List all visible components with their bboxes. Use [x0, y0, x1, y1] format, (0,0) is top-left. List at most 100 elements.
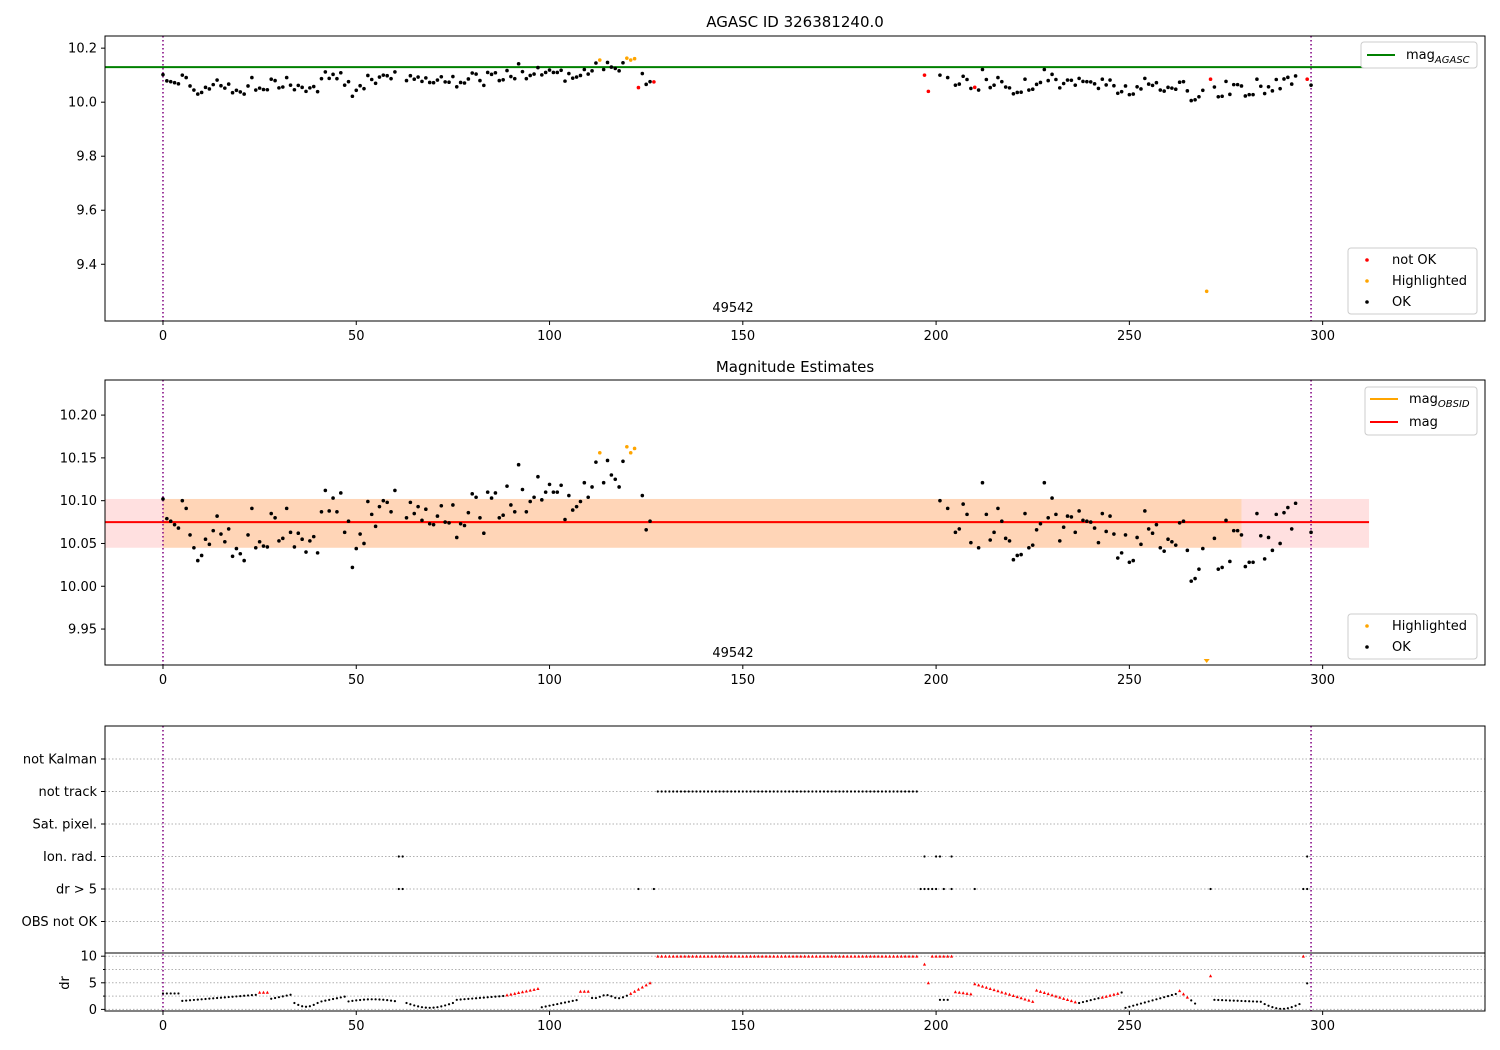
- off-scale-marker: [1203, 659, 1210, 663]
- legend-ok-label: OK: [1392, 295, 1411, 310]
- ok-point: [1197, 94, 1201, 99]
- ok-point: [1239, 84, 1244, 88]
- dr-point: [293, 1001, 296, 1005]
- ok-point: [1073, 530, 1078, 535]
- dr-point: [1298, 1002, 1301, 1006]
- dr-point-high: [934, 954, 938, 958]
- ok-point: [176, 526, 181, 530]
- dr-point: [320, 1000, 323, 1003]
- ok-point: [1131, 92, 1136, 96]
- ok-point: [1251, 92, 1255, 97]
- ok-point: [1061, 81, 1066, 86]
- ok-point: [520, 69, 525, 74]
- dr-point: [451, 1001, 454, 1005]
- dr-point: [223, 996, 226, 999]
- ok-point: [172, 522, 177, 527]
- dr-point: [625, 994, 628, 997]
- dr-point: [196, 998, 199, 1001]
- ok-point: [489, 496, 494, 500]
- dr-point: [161, 992, 165, 995]
- dr-point: [250, 994, 253, 997]
- flag-point: [834, 790, 837, 793]
- dr-point-high: [861, 954, 865, 958]
- ok-point: [617, 69, 621, 73]
- flag-point: [776, 790, 779, 793]
- dr-point: [602, 994, 605, 997]
- flag-point: [1302, 887, 1305, 891]
- flag-point: [788, 790, 791, 793]
- dr-point-high: [880, 954, 884, 958]
- dr-point-high: [582, 989, 586, 993]
- dr-point-high: [1181, 992, 1186, 996]
- dr-point-high: [528, 988, 532, 992]
- dr-point-high: [837, 954, 842, 958]
- ok-point: [1266, 84, 1271, 89]
- dr-point: [177, 992, 180, 995]
- ok-point: [277, 86, 281, 90]
- dr-point-high: [853, 954, 857, 958]
- dr-point: [1259, 1000, 1262, 1003]
- ok-point: [188, 533, 192, 537]
- flag-point: [819, 790, 822, 793]
- dr-point: [447, 1003, 451, 1006]
- flag-point: [753, 790, 756, 793]
- ok-point: [1231, 82, 1236, 87]
- legend2-ok-label: OK: [1392, 640, 1411, 655]
- dr-point: [1224, 999, 1228, 1002]
- dr-point: [1282, 1007, 1286, 1010]
- ok-point: [1216, 94, 1221, 99]
- ok-point: [988, 85, 993, 90]
- dr-point-high: [876, 954, 880, 958]
- flag-point: [931, 887, 934, 891]
- legend-not-ok-marker: [1365, 258, 1369, 262]
- ok-point: [1046, 515, 1050, 520]
- ok-point: [582, 480, 587, 485]
- ok-point: [1262, 557, 1267, 561]
- dr-point-high: [779, 954, 784, 958]
- flag-point: [703, 790, 706, 793]
- ok-point: [1270, 89, 1275, 93]
- p3-xtick-label: 0: [159, 1019, 167, 1034]
- dr-point-high: [992, 988, 996, 992]
- dr-point: [324, 999, 327, 1002]
- ok-point: [1100, 511, 1105, 516]
- dr-ytick-label: 5: [89, 976, 97, 991]
- dr-point-high: [857, 954, 861, 958]
- panel2-title: Magnitude Estimates: [716, 358, 874, 376]
- ok-point: [1057, 539, 1062, 543]
- ok-point: [594, 61, 598, 65]
- dr-point-high: [687, 954, 691, 958]
- dr-point: [1251, 1000, 1255, 1003]
- flag-point: [846, 790, 849, 793]
- ok-point: [261, 87, 266, 92]
- dr-point-high: [710, 954, 714, 958]
- ok-point: [223, 539, 227, 544]
- dr-point: [463, 998, 466, 1001]
- ok-point: [1085, 79, 1089, 84]
- dr-point: [173, 992, 176, 995]
- ok-point: [980, 67, 985, 72]
- ok-point: [532, 495, 536, 500]
- ok-point: [385, 73, 389, 78]
- dr-point: [1244, 1000, 1247, 1003]
- dr-point-high: [949, 954, 954, 958]
- ok-point: [1108, 78, 1112, 82]
- ok-point: [265, 545, 270, 549]
- ok-point: [551, 70, 556, 75]
- dr-point: [1155, 998, 1158, 1001]
- dr-point-high: [1301, 954, 1305, 958]
- ok-point: [269, 511, 274, 516]
- not-ok-point: [636, 85, 641, 90]
- ok-point: [1162, 89, 1166, 93]
- dr-point: [1271, 1006, 1274, 1009]
- ok-point: [257, 539, 262, 544]
- ok-point: [1100, 77, 1105, 82]
- ok-point: [373, 81, 378, 86]
- dr-point-high: [729, 954, 733, 958]
- ok-point: [1235, 528, 1240, 533]
- ok-point: [420, 518, 424, 523]
- ok-point: [482, 531, 486, 535]
- dr-point: [1147, 1000, 1150, 1003]
- ok-point: [323, 488, 328, 493]
- ok-point: [965, 77, 969, 82]
